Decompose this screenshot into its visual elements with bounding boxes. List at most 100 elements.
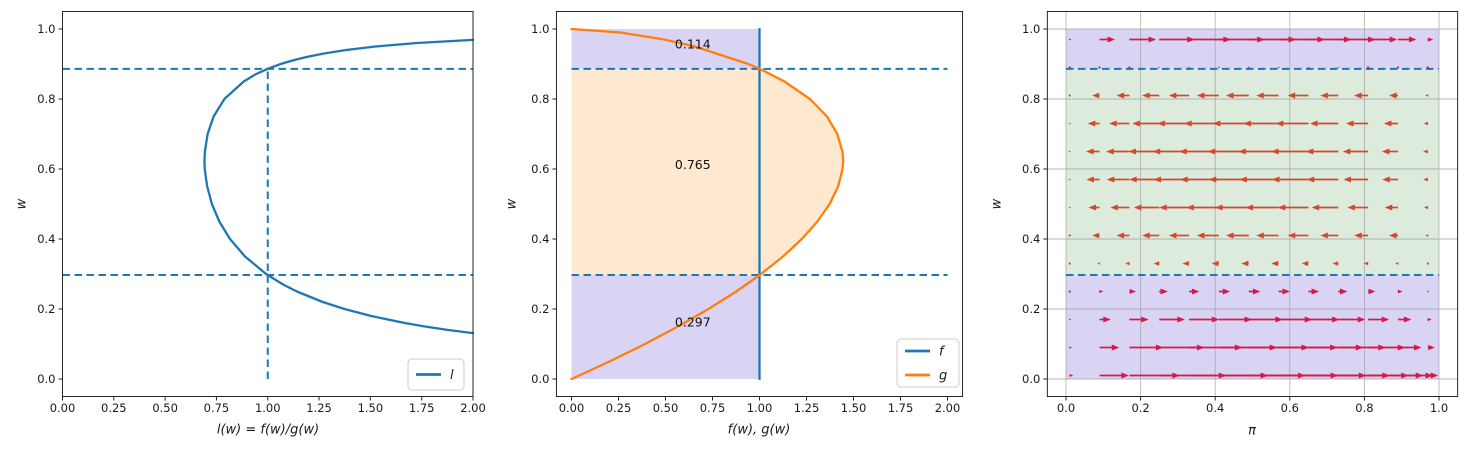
quiver-arrow: [1068, 66, 1071, 69]
x-tick-label: 0.2: [1131, 401, 1149, 415]
quiver-arrow-head: [1395, 262, 1399, 265]
x-tick-label: 0.6: [1281, 401, 1299, 415]
x-tick-label: 0.50: [653, 401, 679, 415]
legend: l: [407, 358, 465, 391]
quiver-arrow-head: [1106, 176, 1115, 183]
quiver-arrow-head: [1068, 206, 1071, 209]
x-tick-label: 0.00: [50, 401, 76, 415]
quiver-arrow-head: [1287, 232, 1296, 239]
quiver-arrow-head: [1107, 36, 1116, 43]
quiver-arrow-head: [1256, 232, 1264, 239]
quiver-arrow: [1068, 262, 1071, 265]
x-tick-label: 1.50: [841, 401, 867, 415]
quiver-arrow-head: [1301, 260, 1309, 267]
quiver-arrow-head: [1427, 290, 1430, 293]
quiver-arrow-head: [1132, 120, 1140, 127]
legend: fg: [896, 338, 960, 388]
quiver-arrow-head: [1097, 262, 1101, 265]
quiver-arrow-head: [1277, 66, 1280, 69]
quiver-arrow-head: [1129, 288, 1136, 295]
quiver-arrow-head: [1086, 148, 1094, 155]
quiver-arrow-head: [1068, 150, 1071, 153]
x-tick-label: 0.00: [559, 401, 585, 415]
y-tick-label: 0.6: [1022, 162, 1040, 176]
quiver-arrow: [1068, 234, 1071, 237]
tick-marks: [552, 28, 948, 401]
y-tick-label: 0.4: [531, 232, 549, 246]
quiver-arrow-head: [1425, 94, 1429, 97]
y-tick-label: 0.0: [531, 372, 549, 386]
quiver-arrow-head: [1383, 120, 1392, 127]
quiver-arrow-head: [1342, 148, 1351, 155]
x-tick-label: 1.75: [888, 401, 914, 415]
quiver-arrow-head: [1271, 176, 1280, 183]
quiver-arrow-head: [1363, 261, 1369, 266]
quiver-arrow-head: [1116, 232, 1125, 239]
x-tick-label: 1.00: [255, 401, 281, 415]
x-tick-label: 1.00: [747, 401, 773, 415]
plot-phase-field: 0.0 0.2 0.4 0.6 0.8 1.0 0.0 0.2 0.4 0.6 0.8 1.0: [1022, 11, 1459, 415]
quiver-arrow: [1426, 262, 1429, 265]
quiver-arrow-head: [1069, 38, 1072, 41]
x-tick-label: 1.75: [409, 401, 435, 415]
quiver-arrow-head: [1116, 92, 1125, 99]
tick-labels: 0.00 0.25 0.50 0.75 1.00 1.25 1.50 1.75 2.00 0.0 0…: [531, 22, 960, 415]
quiver-arrow-head: [1248, 66, 1251, 69]
x-tick-label: 0.8: [1355, 401, 1373, 415]
y-tick-label: 0.8: [37, 92, 55, 106]
quiver-arrow-head: [1179, 148, 1187, 155]
quiver-arrow-head: [1087, 120, 1096, 127]
quiver-arrow-head: [1414, 344, 1422, 351]
quiver-arrow-head: [1239, 176, 1247, 183]
quiver-arrow-head: [1069, 346, 1073, 349]
quiver-arrow-head: [1241, 260, 1249, 267]
area-annotation: 0.765: [675, 157, 711, 172]
quiver-arrow-head: [1168, 232, 1177, 239]
quiver-arrow-head: [1153, 261, 1160, 266]
legend-label-f: f: [939, 345, 946, 360]
y-tick-label: 0.4: [1022, 232, 1040, 246]
tick-labels: 0.0 0.2 0.4 0.6 0.8 1.0 0.0 0.2 0.4 0.6 0.8 1.0: [1022, 22, 1448, 415]
legend-label-g: g: [939, 369, 947, 384]
quiver-arrow-head: [1092, 232, 1100, 239]
quiver-arrow-head: [1271, 148, 1279, 155]
tick-labels: 0.00 0.25 0.50 0.75 1.00 1.25 1.50 1.75 2.00 0.0 0…: [37, 22, 486, 415]
quiver-arrow-head: [1307, 66, 1310, 69]
quiver-arrow-head: [1275, 120, 1284, 127]
quiver-arrow-head: [1389, 92, 1397, 99]
quiver-arrow-head: [1109, 120, 1117, 127]
quiver-arrow-head: [1153, 176, 1162, 183]
quiver-arrow-head: [1212, 120, 1221, 127]
x-tick-label: 1.0: [1430, 401, 1448, 415]
quiver-arrow-head: [1384, 204, 1393, 211]
quiver-arrow-head: [1271, 260, 1279, 267]
quiver-arrow-head: [1243, 120, 1251, 127]
quiver-arrow-head: [1086, 176, 1094, 183]
quiver-arrow-head: [1346, 120, 1354, 127]
y-tick-label: 0.8: [531, 92, 549, 106]
quiver-arrow-head: [1103, 316, 1111, 323]
x-tick-label: 0.25: [606, 401, 632, 415]
quiver-arrow-head: [1277, 204, 1286, 211]
quiver-arrow-head: [1196, 232, 1205, 239]
quiver-arrow-head: [1215, 204, 1223, 211]
quiver-arrow-head: [1160, 288, 1168, 295]
g-curve: [570, 27, 845, 381]
plot-l-ratio: 0.00 0.25 0.50 0.75 1.00 1.25 1.50 1.75 2.00 0.0 0…: [37, 11, 486, 415]
x-tick-label: 1.25: [306, 401, 332, 415]
y-tick-label: 0.6: [531, 162, 549, 176]
x-tick-label: 0.75: [700, 401, 726, 415]
quiver-arrow-head: [1320, 232, 1328, 239]
quiver-arrow-head: [1245, 204, 1254, 211]
axes-frame: [1046, 11, 1459, 397]
quiver-arrow-head: [1425, 234, 1429, 237]
y-axis-label-fg: w: [504, 198, 520, 210]
y-tick-label: 1.0: [1022, 22, 1040, 36]
x-axis-label-fg: f(w), g(w): [727, 422, 791, 438]
quiver-arrow-head: [1182, 260, 1189, 267]
y-tick-label: 0.0: [37, 372, 55, 386]
quiver-arrow-head: [1427, 317, 1432, 322]
quiver-arrow-head: [1397, 289, 1403, 294]
quiver-arrow-head: [1141, 316, 1149, 323]
quiver-arrow: [1068, 290, 1071, 293]
